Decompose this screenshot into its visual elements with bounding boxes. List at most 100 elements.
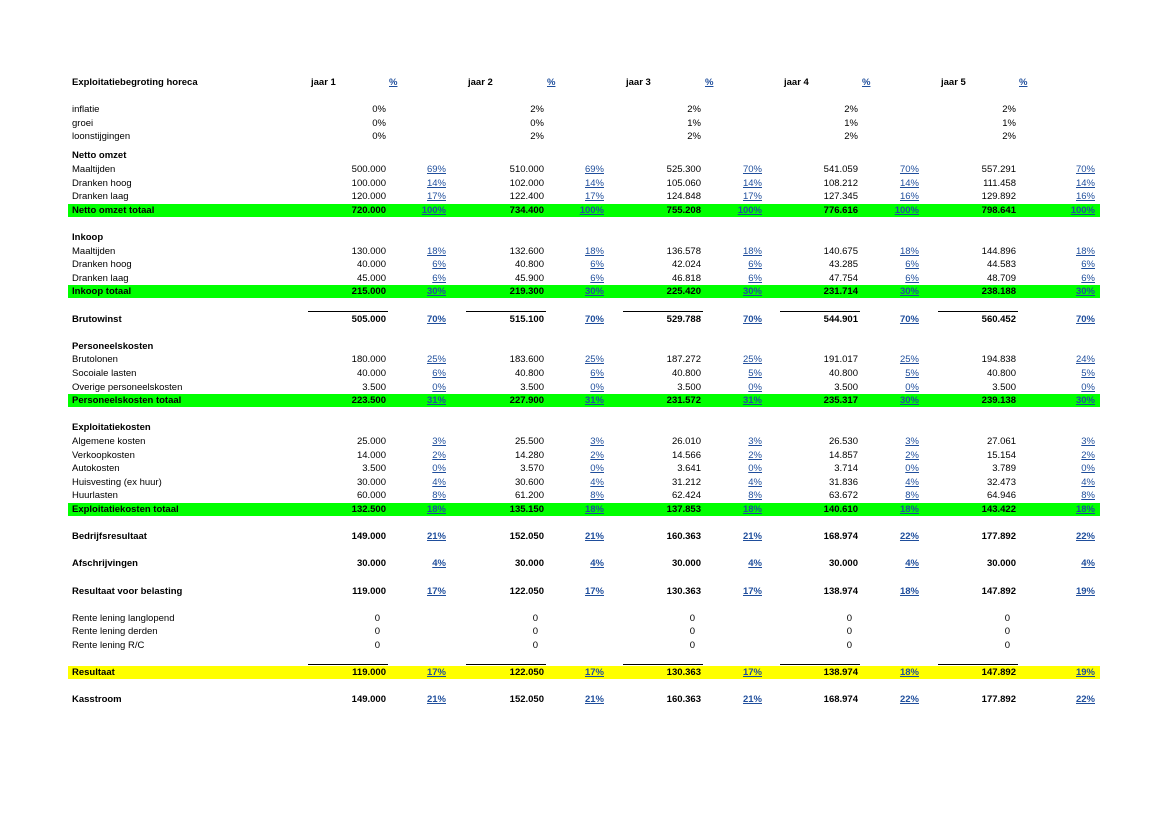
- percent-link[interactable]: 25%: [584, 354, 604, 366]
- percent-link[interactable]: 0%: [748, 463, 762, 475]
- percent-link[interactable]: 17%: [584, 191, 604, 203]
- percent-link[interactable]: 22%: [899, 694, 919, 706]
- percent-link[interactable]: 30%: [1075, 395, 1095, 407]
- percent-link[interactable]: 14%: [899, 177, 919, 189]
- percent-link[interactable]: 0%: [905, 463, 919, 475]
- percent-header-link[interactable]: %: [389, 77, 398, 88]
- percent-link[interactable]: 4%: [748, 558, 762, 570]
- percent-link[interactable]: 100%: [421, 204, 446, 216]
- percent-link[interactable]: 14%: [1075, 177, 1095, 189]
- percent-link[interactable]: 2%: [905, 449, 919, 461]
- percent-link[interactable]: 17%: [426, 667, 446, 679]
- percent-link[interactable]: 4%: [1081, 558, 1095, 570]
- percent-link[interactable]: 0%: [432, 381, 446, 393]
- percent-link[interactable]: 0%: [905, 381, 919, 393]
- percent-link[interactable]: 70%: [742, 313, 762, 325]
- percent-link[interactable]: 18%: [899, 585, 919, 597]
- percent-link[interactable]: 2%: [432, 449, 446, 461]
- percent-link[interactable]: 17%: [426, 191, 446, 203]
- percent-link[interactable]: 8%: [905, 490, 919, 502]
- percent-link[interactable]: 17%: [426, 585, 446, 597]
- percent-link[interactable]: 30%: [584, 286, 604, 298]
- percent-link[interactable]: 4%: [590, 558, 604, 570]
- percent-link[interactable]: 16%: [899, 191, 919, 203]
- percent-link[interactable]: 100%: [579, 204, 604, 216]
- percent-link[interactable]: 21%: [742, 694, 762, 706]
- percent-link[interactable]: 6%: [432, 272, 446, 284]
- percent-link[interactable]: 70%: [1075, 164, 1095, 176]
- percent-link[interactable]: 8%: [748, 490, 762, 502]
- percent-link[interactable]: 6%: [590, 368, 604, 380]
- percent-link[interactable]: 14%: [584, 177, 604, 189]
- percent-link[interactable]: 18%: [584, 245, 604, 257]
- percent-link[interactable]: 25%: [899, 354, 919, 366]
- percent-link[interactable]: 17%: [742, 585, 762, 597]
- percent-link[interactable]: 5%: [748, 368, 762, 380]
- percent-link[interactable]: 6%: [748, 259, 762, 271]
- percent-link[interactable]: 6%: [1081, 272, 1095, 284]
- percent-link[interactable]: 2%: [1081, 449, 1095, 461]
- percent-link[interactable]: 18%: [426, 504, 446, 516]
- percent-link[interactable]: 3%: [432, 436, 446, 448]
- percent-link[interactable]: 100%: [737, 204, 762, 216]
- percent-link[interactable]: 17%: [584, 585, 604, 597]
- percent-link[interactable]: 4%: [905, 558, 919, 570]
- percent-link[interactable]: 3%: [748, 436, 762, 448]
- percent-link[interactable]: 30%: [742, 286, 762, 298]
- percent-link[interactable]: 3%: [1081, 436, 1095, 448]
- percent-link[interactable]: 8%: [590, 490, 604, 502]
- percent-link[interactable]: 16%: [1075, 191, 1095, 203]
- percent-link[interactable]: 0%: [590, 381, 604, 393]
- percent-link[interactable]: 4%: [748, 476, 762, 488]
- percent-link[interactable]: 30%: [899, 286, 919, 298]
- percent-link[interactable]: 6%: [1081, 259, 1095, 271]
- percent-link[interactable]: 100%: [1070, 204, 1095, 216]
- percent-link[interactable]: 2%: [748, 449, 762, 461]
- percent-link[interactable]: 69%: [584, 164, 604, 176]
- percent-link[interactable]: 100%: [894, 204, 919, 216]
- percent-link[interactable]: 30%: [426, 286, 446, 298]
- percent-header-link[interactable]: %: [705, 77, 714, 88]
- percent-link[interactable]: 4%: [432, 476, 446, 488]
- percent-link[interactable]: 31%: [426, 395, 446, 407]
- percent-link[interactable]: 70%: [899, 313, 919, 325]
- percent-header-link[interactable]: %: [1019, 77, 1028, 88]
- percent-link[interactable]: 0%: [1081, 381, 1095, 393]
- percent-link[interactable]: 14%: [742, 177, 762, 189]
- percent-link[interactable]: 70%: [426, 313, 446, 325]
- percent-link[interactable]: 30%: [1075, 286, 1095, 298]
- percent-link[interactable]: 22%: [1075, 694, 1095, 706]
- percent-link[interactable]: 2%: [590, 449, 604, 461]
- percent-link[interactable]: 6%: [432, 368, 446, 380]
- percent-link[interactable]: 21%: [742, 531, 762, 543]
- percent-link[interactable]: 69%: [426, 164, 446, 176]
- percent-link[interactable]: 25%: [426, 354, 446, 366]
- percent-link[interactable]: 3%: [590, 436, 604, 448]
- percent-link[interactable]: 31%: [742, 395, 762, 407]
- percent-link[interactable]: 24%: [1075, 354, 1095, 366]
- percent-link[interactable]: 22%: [1075, 531, 1095, 543]
- percent-link[interactable]: 18%: [742, 504, 762, 516]
- percent-link[interactable]: 4%: [905, 476, 919, 488]
- percent-link[interactable]: 21%: [584, 531, 604, 543]
- percent-link[interactable]: 21%: [426, 531, 446, 543]
- percent-link[interactable]: 0%: [590, 463, 604, 475]
- percent-link[interactable]: 0%: [1081, 463, 1095, 475]
- percent-link[interactable]: 70%: [584, 313, 604, 325]
- percent-link[interactable]: 4%: [590, 476, 604, 488]
- percent-link[interactable]: 25%: [742, 354, 762, 366]
- percent-link[interactable]: 18%: [899, 245, 919, 257]
- percent-link[interactable]: 18%: [426, 245, 446, 257]
- percent-link[interactable]: 4%: [432, 558, 446, 570]
- percent-link[interactable]: 6%: [590, 272, 604, 284]
- percent-link[interactable]: 0%: [432, 463, 446, 475]
- percent-link[interactable]: 6%: [905, 259, 919, 271]
- percent-link[interactable]: 3%: [905, 436, 919, 448]
- percent-link[interactable]: 6%: [905, 272, 919, 284]
- percent-link[interactable]: 18%: [1075, 245, 1095, 257]
- percent-header-link[interactable]: %: [862, 77, 871, 88]
- percent-header-link[interactable]: %: [547, 77, 556, 88]
- percent-link[interactable]: 6%: [432, 259, 446, 271]
- percent-link[interactable]: 14%: [426, 177, 446, 189]
- percent-link[interactable]: 70%: [742, 164, 762, 176]
